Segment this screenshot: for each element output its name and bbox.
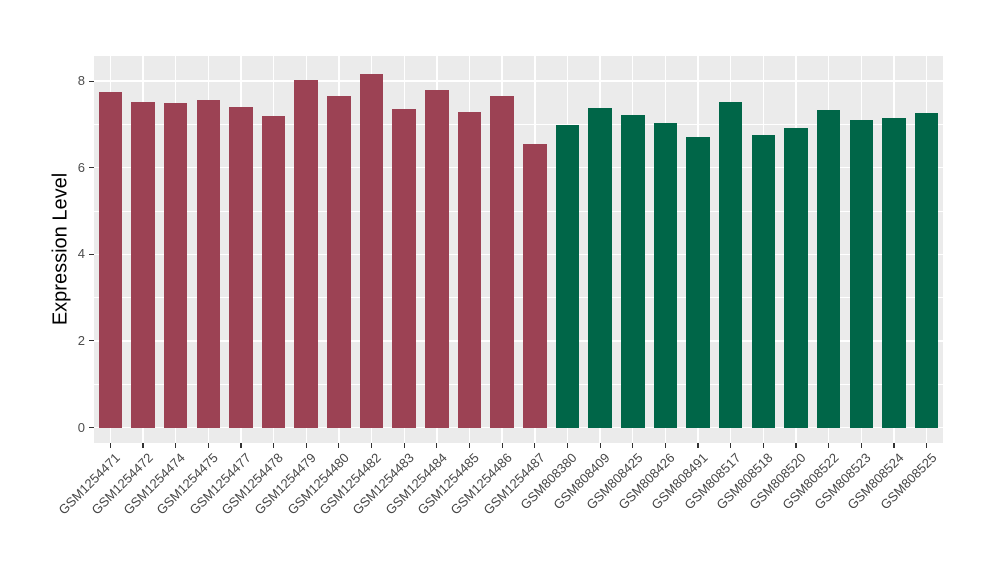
bar-GSM1254486 (490, 95, 514, 428)
bar-GSM808425 (621, 114, 645, 428)
bar-GSM1254471 (98, 92, 123, 428)
x-axis-tick (893, 443, 895, 448)
bar-GSM808522 (816, 110, 841, 428)
bar-GSM808380 (555, 125, 580, 428)
bar-GSM808517 (718, 102, 743, 428)
bar-GSM1254479 (294, 79, 318, 428)
x-axis-tick (207, 443, 209, 448)
major-gridline (94, 426, 943, 429)
x-axis-tick (762, 443, 764, 448)
x-axis-tick (338, 443, 340, 448)
bar-GSM808520 (784, 128, 808, 428)
minor-gridline (94, 210, 943, 212)
bar-GSM808524 (882, 117, 906, 428)
x-axis-tick (534, 443, 536, 448)
y-axis-tick (89, 340, 94, 342)
x-axis-tick (240, 443, 242, 448)
bar-GSM1254485 (457, 111, 482, 428)
major-gridline (94, 80, 943, 82)
x-axis-tick (109, 443, 111, 448)
bar-GSM808491 (686, 136, 710, 428)
bar-GSM1254482 (359, 73, 384, 428)
x-axis-tick (664, 443, 667, 448)
minor-gridline (94, 124, 943, 125)
x-axis-tick (142, 443, 144, 448)
plot-panel (94, 56, 943, 443)
y-axis-tick (89, 167, 94, 169)
x-axis-tick (697, 443, 699, 448)
x-axis-tick (468, 443, 471, 448)
bar-GSM1254475 (196, 99, 221, 428)
bar-GSM1254478 (261, 116, 286, 428)
minor-gridline (94, 297, 943, 298)
x-axis-tick (860, 443, 862, 448)
x-axis-tick (926, 443, 928, 448)
y-tick-label: 2 (77, 332, 85, 348)
x-axis-tick (305, 443, 307, 448)
bar-GSM808426 (653, 122, 678, 428)
x-axis-tick (436, 443, 438, 448)
y-tick-label: 6 (77, 159, 85, 175)
y-axis-tick (89, 253, 94, 255)
bar-GSM1254480 (327, 95, 351, 428)
y-tick-label: 8 (77, 73, 85, 89)
bar-GSM1254472 (131, 101, 155, 428)
major-gridline (94, 340, 943, 342)
y-tick-label: 4 (77, 246, 85, 262)
y-axis-tick (89, 426, 94, 429)
bar-GSM1254483 (392, 108, 416, 428)
bar-GSM1254487 (523, 144, 547, 428)
x-axis-tick (632, 443, 634, 448)
x-axis-tick (599, 443, 601, 448)
bar-GSM808409 (588, 107, 612, 428)
x-axis-tick (403, 443, 405, 448)
major-gridline (94, 166, 943, 169)
x-axis-tick (272, 443, 275, 448)
x-axis-tick (730, 443, 732, 448)
x-axis-tick (175, 443, 177, 448)
bar-GSM808518 (751, 135, 776, 428)
y-axis-tick (89, 80, 94, 82)
bar-GSM1254474 (163, 102, 188, 428)
x-axis-tick (828, 443, 830, 448)
bar-GSM808525 (914, 113, 939, 428)
major-gridline (94, 253, 943, 256)
x-axis-tick (501, 443, 503, 448)
x-axis-tick (795, 443, 797, 448)
bar-GSM1254477 (229, 107, 253, 428)
bar-GSM1254484 (425, 90, 449, 428)
minor-gridline (94, 383, 943, 385)
bar-GSM808523 (849, 120, 874, 428)
y-tick-label: 0 (77, 419, 85, 435)
x-axis-tick (370, 443, 373, 448)
x-axis-tick (566, 443, 569, 448)
